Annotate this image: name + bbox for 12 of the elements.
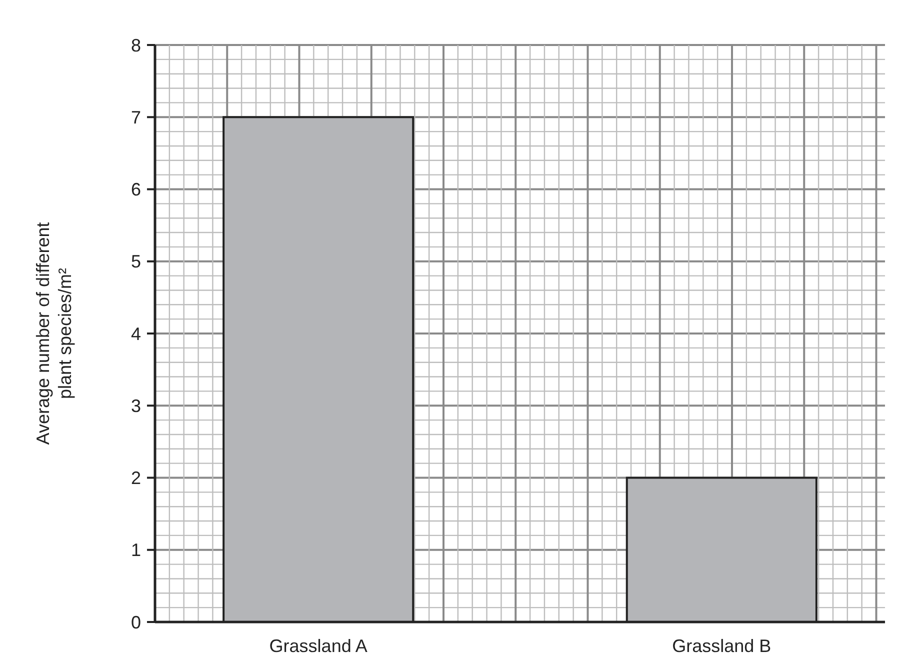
y-tick-label: 6 bbox=[130, 180, 141, 200]
y-tick-label: 1 bbox=[130, 540, 141, 560]
y-tick-label: 0 bbox=[130, 612, 141, 632]
x-tick-label: Grassland A bbox=[269, 636, 368, 656]
y-tick-label: 5 bbox=[130, 252, 141, 272]
y-tick-label: 2 bbox=[130, 468, 141, 488]
y-tick-label: 3 bbox=[130, 396, 141, 416]
x-tick-label: Grassland B bbox=[672, 636, 772, 656]
y-axis-title: Average number of different plant species/m² bbox=[33, 222, 75, 445]
y-tick-label: 8 bbox=[130, 35, 141, 56]
y-tick-label: 7 bbox=[130, 107, 141, 128]
y-tick-label: 4 bbox=[130, 324, 141, 344]
